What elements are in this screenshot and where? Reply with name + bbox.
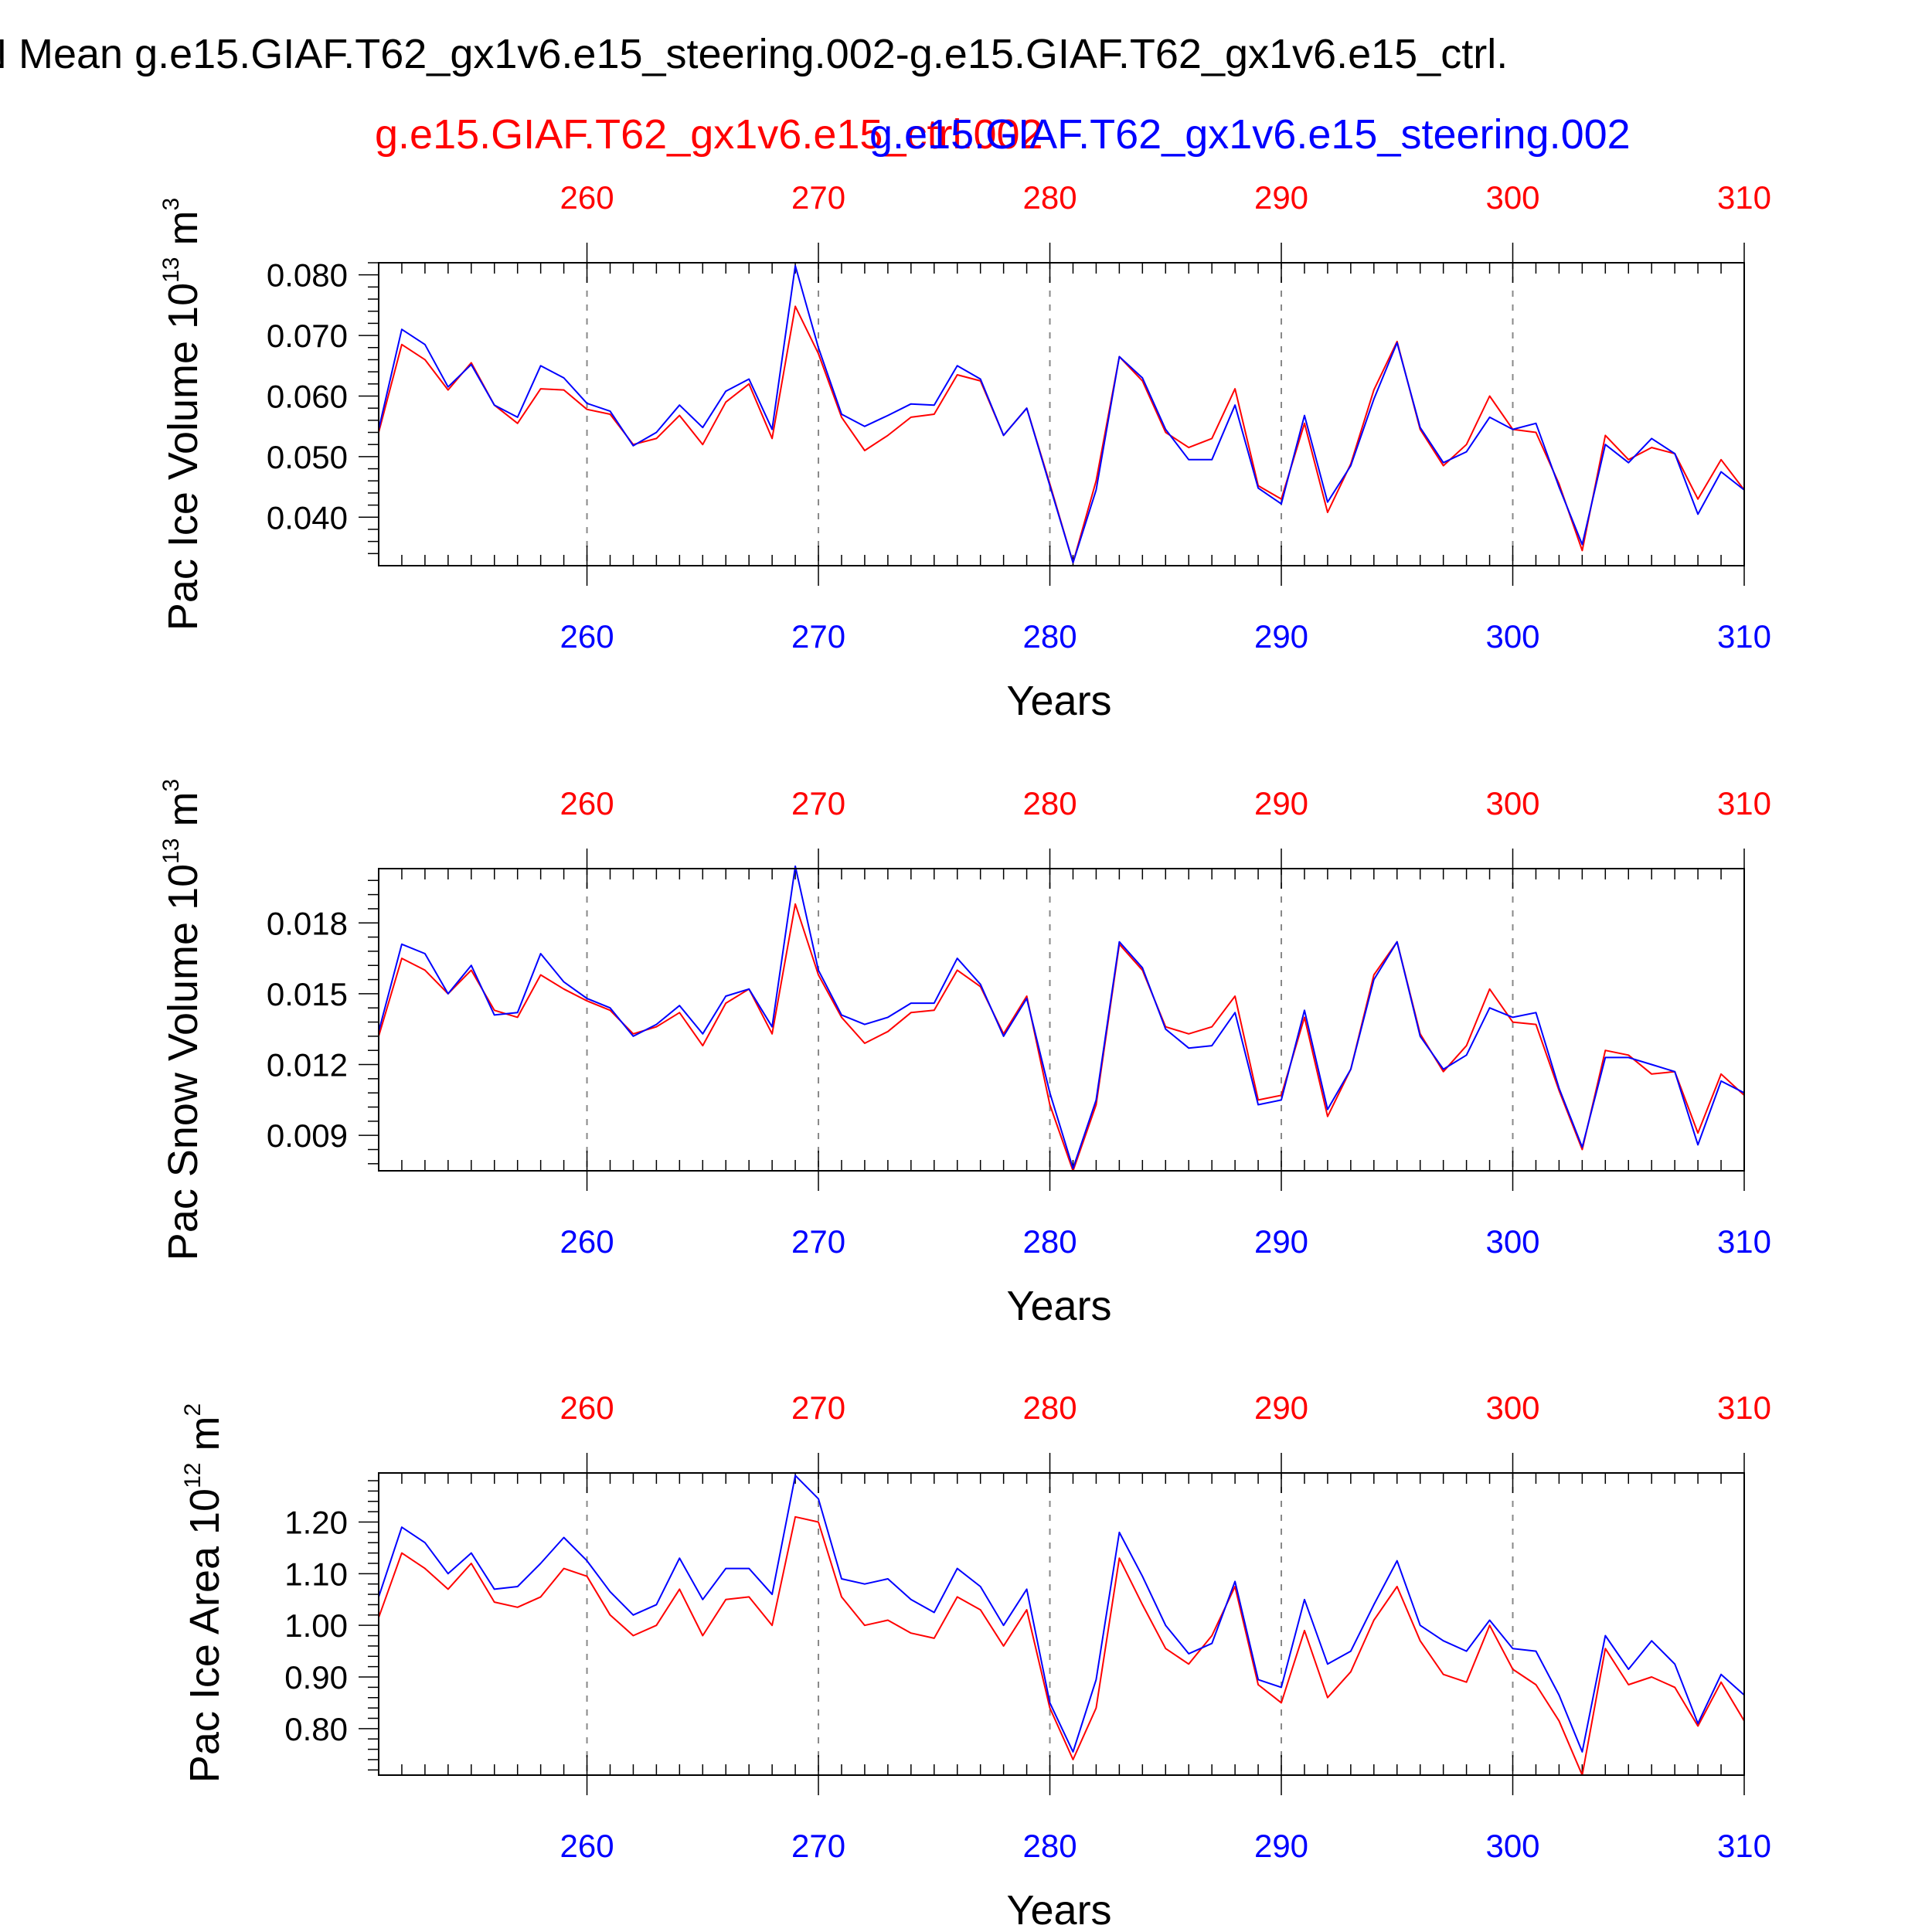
x-tick-label-top: 270 xyxy=(791,785,845,821)
chart-panel-1: 0.040 0.050 0.060 0.070 0.080 260 260 270 270 280… xyxy=(158,179,1771,724)
x-tick-label-top: 300 xyxy=(1485,1389,1539,1426)
y-axis-label: Pac Ice Area 1012 m2 xyxy=(180,1403,228,1783)
x-tick-label-top: 270 xyxy=(791,179,845,216)
x-tick-label-bottom: 270 xyxy=(791,618,845,655)
y-tick-label: 0.80 xyxy=(284,1711,348,1747)
x-tick-label-bottom: 260 xyxy=(560,1223,614,1260)
y-tick-label: 0.009 xyxy=(267,1117,348,1154)
y-axis-label-unit-exponent: 3 xyxy=(158,198,184,211)
plot-frame xyxy=(378,868,1745,1172)
x-tick-label-bottom: 290 xyxy=(1254,1828,1308,1864)
y-tick-label: 1.20 xyxy=(284,1504,348,1540)
y-axis-label-exponent: 12 xyxy=(180,1463,206,1488)
y-tick-label: 0.018 xyxy=(267,905,348,941)
x-tick-label-top: 310 xyxy=(1717,785,1771,821)
y-axis-label-unit: m xyxy=(160,211,206,257)
y-tick-label: 0.012 xyxy=(267,1047,348,1083)
x-tick-label-top: 300 xyxy=(1485,179,1539,216)
y-tick-label: 0.080 xyxy=(267,257,348,294)
subtitle-blue: g.e15.GIAF.T62_gx1v6.e15_steering.002 xyxy=(869,111,1631,158)
y-axis-label-unit: m xyxy=(160,791,206,838)
x-tick-label-bottom: 280 xyxy=(1022,1223,1077,1260)
x-tick-label-bottom: 260 xyxy=(560,1828,614,1864)
x-tick-label-bottom: 310 xyxy=(1717,618,1771,655)
x-axis-label: Years xyxy=(1006,678,1111,724)
x-tick-label-bottom: 270 xyxy=(791,1828,845,1864)
y-tick-label: 1.10 xyxy=(284,1556,348,1592)
x-tick-label-bottom: 300 xyxy=(1485,618,1539,655)
y-tick-label: 1.00 xyxy=(284,1607,348,1644)
x-tick-label-top: 310 xyxy=(1717,1389,1771,1426)
y-axis-label-text: Pac Snow Volume 10 xyxy=(160,864,206,1260)
y-axis-label: Pac Ice Volume 1013 m3 xyxy=(158,198,206,631)
x-tick-label-top: 290 xyxy=(1254,1389,1308,1426)
x-tick-label-top: 280 xyxy=(1022,785,1077,821)
plot-frame xyxy=(378,262,1745,566)
x-tick-label-top: 310 xyxy=(1717,179,1771,216)
x-tick-label-top: 280 xyxy=(1022,1389,1077,1426)
x-tick-label-bottom: 290 xyxy=(1254,618,1308,655)
y-tick-label: 0.90 xyxy=(284,1659,348,1696)
chart-panel-3: 0.80 0.90 1.00 1.10 1.20 260 260 270 270 280 280 29… xyxy=(180,1389,1771,1932)
y-axis-label-unit-exponent: 3 xyxy=(158,779,184,792)
x-tick-label-top: 260 xyxy=(560,785,614,821)
panels: 0.040 0.050 0.060 0.070 0.080 260 260 270 270 280… xyxy=(158,179,1771,1932)
plot-frame xyxy=(378,1472,1745,1776)
x-tick-label-bottom: 290 xyxy=(1254,1223,1308,1260)
x-tick-label-top: 300 xyxy=(1485,785,1539,821)
main-title: N Mean g.e15.GIAF.T62_gx1v6.e15_steering… xyxy=(0,31,1508,77)
y-axis-label-text: Pac Ice Volume 10 xyxy=(160,283,206,631)
y-tick-label: 0.015 xyxy=(267,976,348,1012)
x-tick-label-top: 280 xyxy=(1022,179,1077,216)
series-line-ctrl xyxy=(378,903,1745,1172)
x-tick-label-bottom: 260 xyxy=(560,618,614,655)
x-tick-label-top: 290 xyxy=(1254,179,1308,216)
subtitle-red: g.e15.GIAF.T62_gx1v6.e15_ctrl.002 xyxy=(375,111,1043,158)
x-tick-label-top: 270 xyxy=(791,1389,845,1426)
x-tick-label-bottom: 280 xyxy=(1022,618,1077,655)
y-axis-label-exponent: 13 xyxy=(158,257,184,283)
x-tick-label-top: 260 xyxy=(560,179,614,216)
y-axis-label-text: Pac Ice Area 10 xyxy=(182,1488,228,1783)
x-tick-label-top: 260 xyxy=(560,1389,614,1426)
y-axis-label-unit-exponent: 2 xyxy=(180,1403,206,1417)
x-tick-label-bottom: 310 xyxy=(1717,1828,1771,1864)
y-tick-label: 0.060 xyxy=(267,378,348,414)
y-tick-label: 0.070 xyxy=(267,318,348,354)
series-line-steering xyxy=(378,865,1745,1169)
x-axis-label: Years xyxy=(1006,1283,1111,1329)
x-tick-label-bottom: 310 xyxy=(1717,1223,1771,1260)
y-axis-label: Pac Snow Volume 1013 m3 xyxy=(158,779,206,1260)
series-line-ctrl xyxy=(378,1515,1745,1776)
y-axis-label-exponent: 13 xyxy=(158,838,184,863)
chart-panel-2: 0.009 0.012 0.015 0.018 260 260 270 270 280 280 29… xyxy=(158,779,1771,1329)
series-line-steering xyxy=(378,264,1745,564)
x-axis-label: Years xyxy=(1006,1887,1111,1932)
x-tick-label-top: 290 xyxy=(1254,785,1308,821)
x-tick-label-bottom: 280 xyxy=(1022,1828,1077,1864)
y-tick-label: 0.040 xyxy=(267,499,348,536)
x-tick-label-bottom: 300 xyxy=(1485,1828,1539,1864)
x-tick-label-bottom: 270 xyxy=(791,1223,845,1260)
y-tick-label: 0.050 xyxy=(267,439,348,475)
series-line-steering xyxy=(378,1475,1745,1753)
x-tick-label-bottom: 300 xyxy=(1485,1223,1539,1260)
y-axis-label-unit: m xyxy=(182,1417,228,1463)
